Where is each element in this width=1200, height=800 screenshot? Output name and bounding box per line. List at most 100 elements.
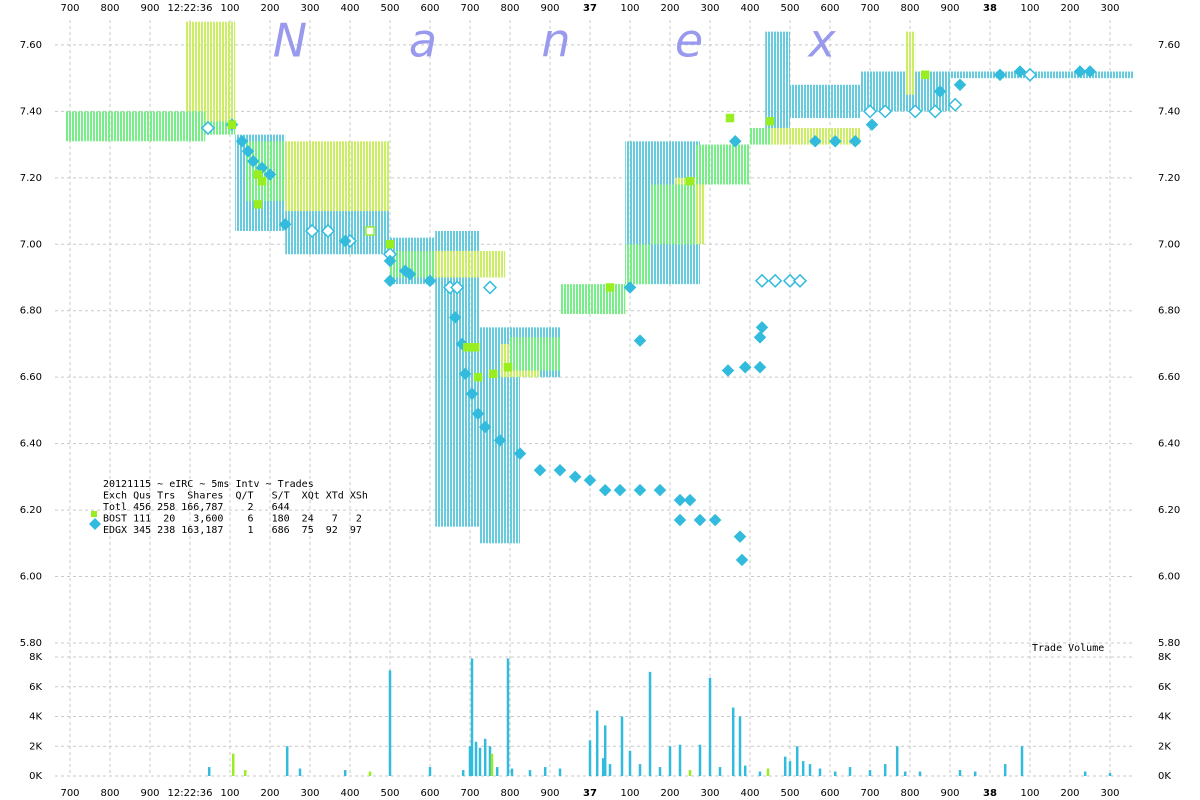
x-tick-label: 500 bbox=[780, 788, 799, 799]
trade-marker bbox=[257, 176, 267, 186]
volume-bar bbox=[973, 771, 977, 776]
trade-marker bbox=[792, 273, 808, 288]
volume-bar bbox=[766, 768, 770, 776]
trade-marker bbox=[470, 343, 480, 352]
volume-label: Trade Volume bbox=[1032, 643, 1104, 654]
trade-marker bbox=[725, 113, 735, 123]
volume-bar bbox=[428, 767, 432, 776]
trade-marker bbox=[583, 473, 597, 487]
volume-tick-label: 2K bbox=[29, 741, 42, 752]
trade-marker bbox=[933, 85, 947, 98]
trade-marker bbox=[278, 217, 292, 231]
volume-tick-label: 4K bbox=[1158, 712, 1171, 723]
x-tick-label: 600 bbox=[420, 3, 439, 14]
x-tick-label: 400 bbox=[340, 788, 359, 799]
volume-bar bbox=[1020, 746, 1024, 776]
trade-marker bbox=[728, 134, 742, 148]
trade-marker bbox=[488, 369, 498, 379]
trade-marker bbox=[478, 420, 492, 434]
volume-tick-label: 4K bbox=[29, 712, 42, 723]
trade-marker bbox=[241, 144, 255, 158]
x-tick-label: 37 bbox=[583, 3, 597, 14]
volume-bar bbox=[388, 670, 392, 776]
volume-bar bbox=[285, 746, 289, 776]
x-tick-label: 200 bbox=[260, 3, 279, 14]
x-tick-label: 200 bbox=[660, 788, 679, 799]
volume-tick-label: 6K bbox=[29, 682, 42, 693]
volume-tick-label: 0K bbox=[29, 771, 42, 782]
x-tick-label: 800 bbox=[100, 3, 119, 14]
volume-bar bbox=[648, 671, 652, 776]
volume-tick-label: 0K bbox=[1158, 771, 1171, 782]
volume-bar bbox=[738, 716, 742, 776]
volume-bar bbox=[468, 746, 472, 776]
trade-marker bbox=[765, 117, 775, 126]
trade-marker bbox=[753, 330, 767, 344]
trade-marker bbox=[450, 280, 465, 295]
trade-marker bbox=[533, 463, 547, 477]
x-tick-label: 800 bbox=[500, 788, 519, 799]
volume-bar bbox=[718, 767, 722, 776]
trade-marker bbox=[253, 200, 263, 209]
watermark-letter: a bbox=[409, 14, 437, 68]
trade-marker bbox=[721, 364, 735, 377]
y-tick-label: 7.40 bbox=[1158, 106, 1180, 117]
x-tick-label: 700 bbox=[460, 788, 479, 799]
x-tick-label: 12:22:36 bbox=[168, 3, 213, 14]
x-tick-label: 700 bbox=[460, 3, 479, 14]
x-tick-label: 700 bbox=[860, 788, 879, 799]
volume-tick-label: 2K bbox=[1158, 741, 1171, 752]
trade-marker bbox=[683, 493, 697, 507]
x-tick-label: 600 bbox=[820, 788, 839, 799]
x-tick-label: 300 bbox=[1100, 3, 1119, 14]
trade-marker bbox=[953, 78, 967, 92]
y-tick-label: 7.00 bbox=[20, 239, 42, 250]
quote-band bbox=[435, 230, 480, 527]
trade-marker bbox=[448, 311, 462, 324]
trade-marker bbox=[246, 154, 260, 168]
y-tick-label: 7.00 bbox=[1158, 239, 1180, 250]
y-tick-label: 6.60 bbox=[1158, 372, 1180, 383]
volume-bar bbox=[490, 753, 494, 776]
trade-marker bbox=[754, 273, 770, 288]
trade-marker bbox=[633, 334, 647, 347]
trade-marker bbox=[623, 281, 637, 294]
volume-bar bbox=[638, 764, 642, 776]
volume-bar bbox=[461, 770, 465, 776]
trade-marker bbox=[493, 433, 507, 447]
trade-marker bbox=[920, 70, 930, 80]
volume-tick-label: 8K bbox=[29, 652, 42, 663]
trade-marker bbox=[553, 463, 567, 477]
x-tick-label: 300 bbox=[1100, 788, 1119, 799]
x-tick-label: 200 bbox=[1060, 3, 1079, 14]
x-tick-label: 100 bbox=[220, 3, 239, 14]
trade-marker bbox=[928, 104, 943, 119]
y-tick-label: 6.40 bbox=[20, 439, 42, 450]
legend-line: BOST 111 20 3,600 6 180 24 7 2 bbox=[103, 514, 362, 525]
trade-marker bbox=[482, 280, 498, 295]
x-tick-label: 100 bbox=[1020, 788, 1039, 799]
quote-band bbox=[185, 21, 236, 122]
trade-marker bbox=[320, 223, 336, 239]
trade-marker bbox=[227, 120, 237, 129]
volume-bar bbox=[658, 767, 662, 776]
trade-marker bbox=[263, 168, 277, 181]
y-tick-label: 6.80 bbox=[1158, 306, 1180, 317]
legend-line: EDGX 345 238 163,187 1 686 75 92 97 bbox=[103, 525, 362, 536]
y-tick-label: 6.00 bbox=[20, 572, 42, 583]
x-tick-label: 300 bbox=[300, 3, 319, 14]
volume-bar bbox=[628, 750, 632, 776]
x-tick-label: 900 bbox=[140, 788, 159, 799]
volume-bar bbox=[595, 710, 599, 776]
x-tick-label: 37 bbox=[583, 788, 597, 799]
x-tick-label: 800 bbox=[500, 3, 519, 14]
trade-marker bbox=[1073, 65, 1087, 78]
x-tick-label: 400 bbox=[740, 788, 759, 799]
quote-band bbox=[905, 31, 916, 95]
trade-marker bbox=[653, 483, 667, 497]
x-tick-label: 400 bbox=[340, 3, 359, 14]
volume-bar bbox=[601, 758, 605, 776]
trade-marker bbox=[605, 283, 615, 292]
watermark-letter: n bbox=[541, 14, 570, 68]
x-tick-label: 100 bbox=[620, 3, 639, 14]
